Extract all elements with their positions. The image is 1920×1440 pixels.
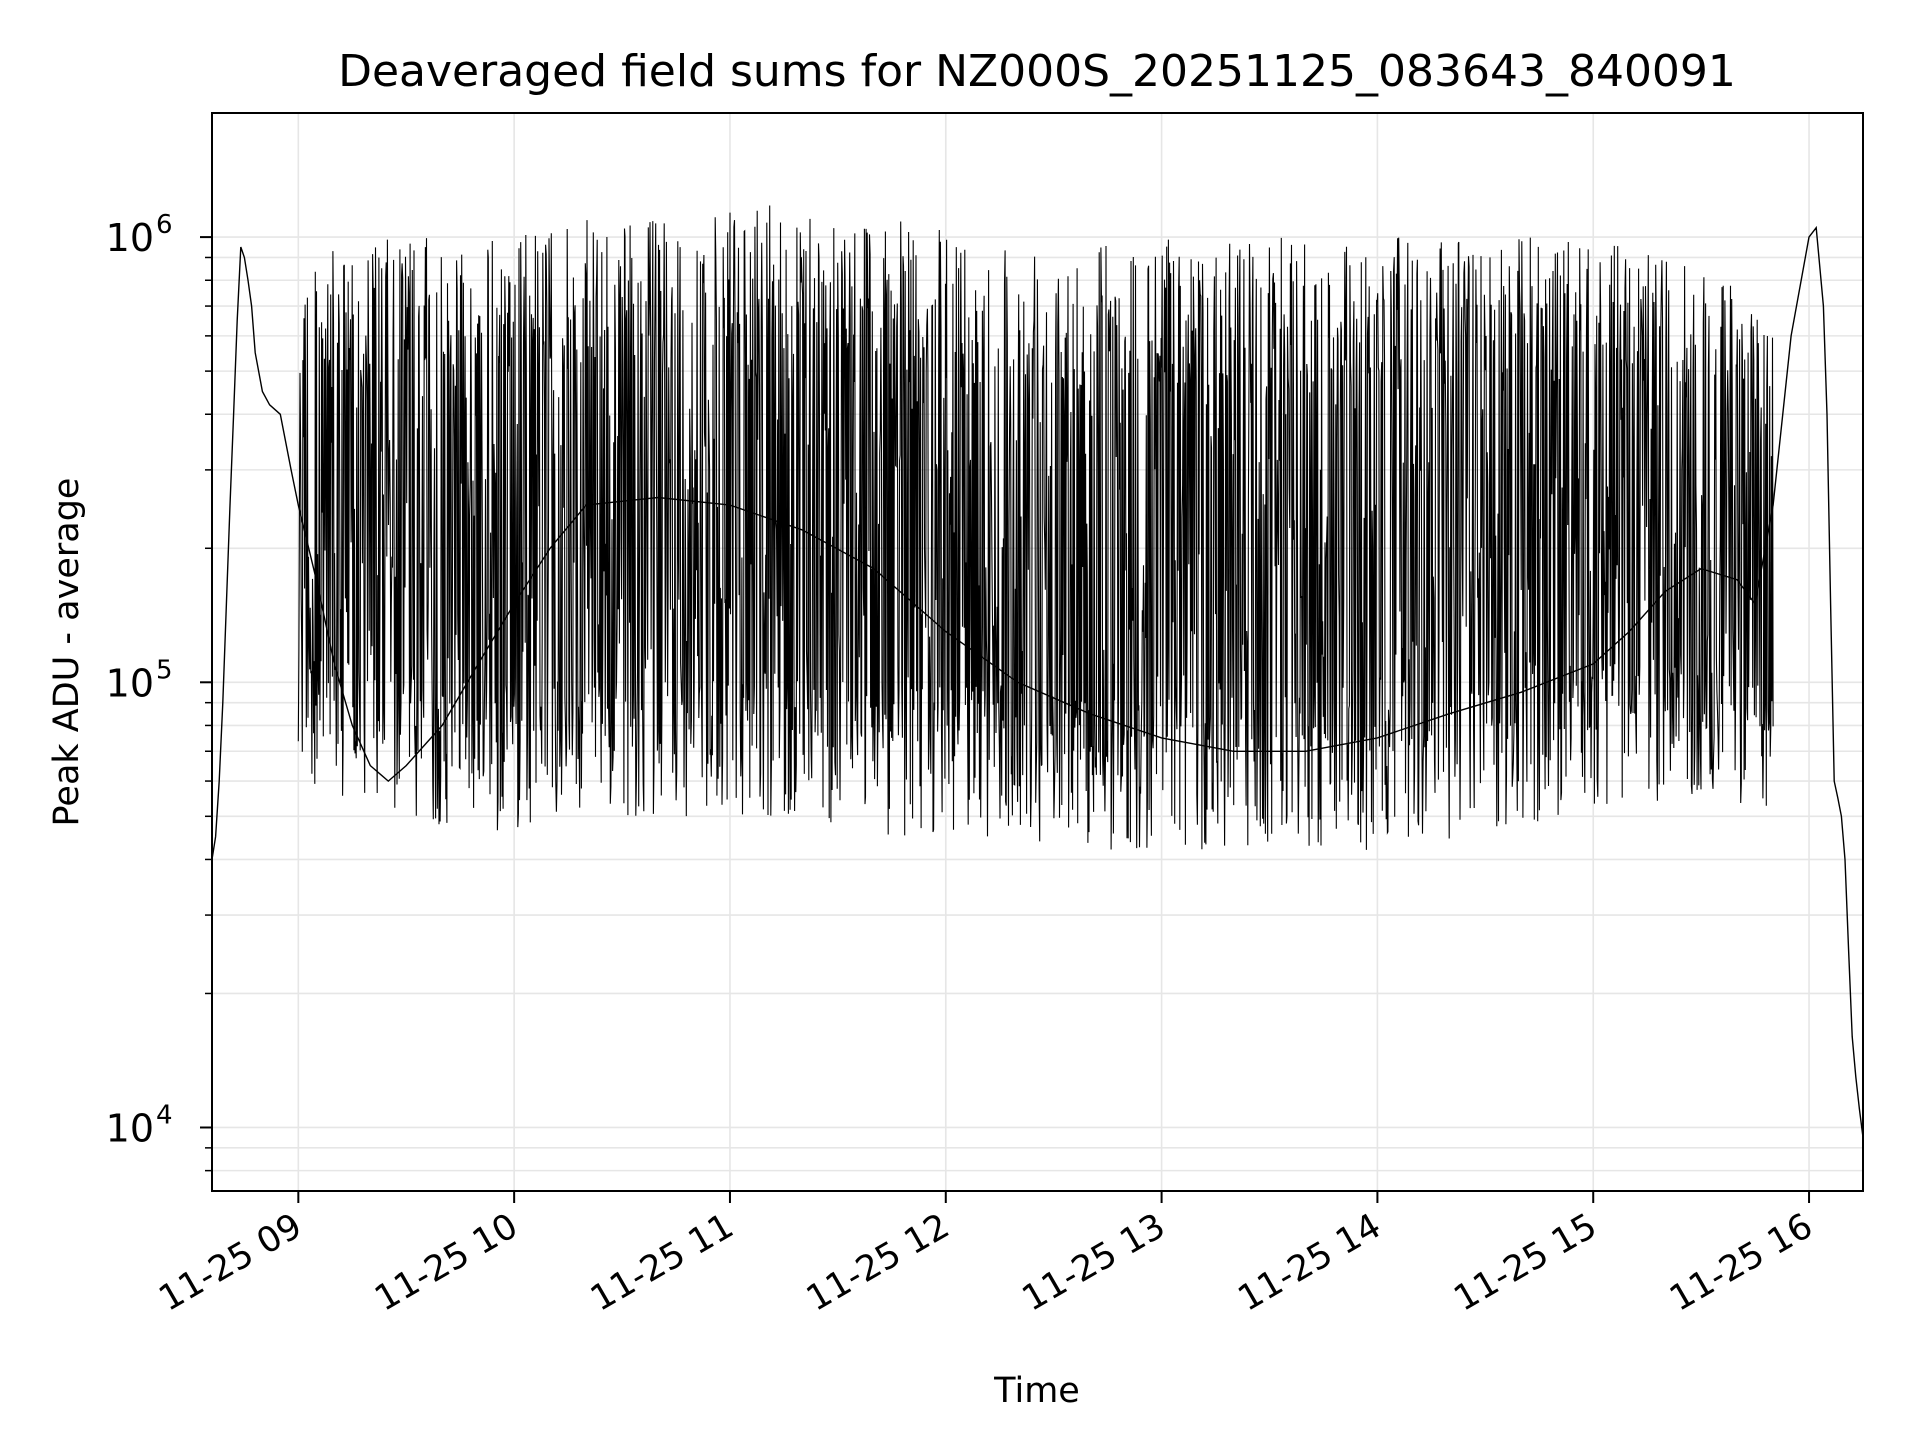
x-axis-label: Time [993, 1371, 1080, 1411]
y-tick-exponent: 5 [156, 655, 173, 685]
data-series [211, 205, 1864, 1138]
plot-frame [211, 112, 1864, 1192]
y-axis-label: Peak ADU - average [47, 478, 87, 827]
y-tick-exponent: 6 [156, 210, 173, 240]
series-spikes [297, 205, 1774, 850]
y-tick-label: 10 [106, 1106, 154, 1150]
y-tick-label: 10 [106, 661, 154, 705]
y-tick-label: 10 [106, 216, 154, 260]
chart-title: Deaveraged field sums for NZ000S_2025112… [338, 46, 1736, 97]
y-tick-exponent: 4 [156, 1100, 173, 1130]
